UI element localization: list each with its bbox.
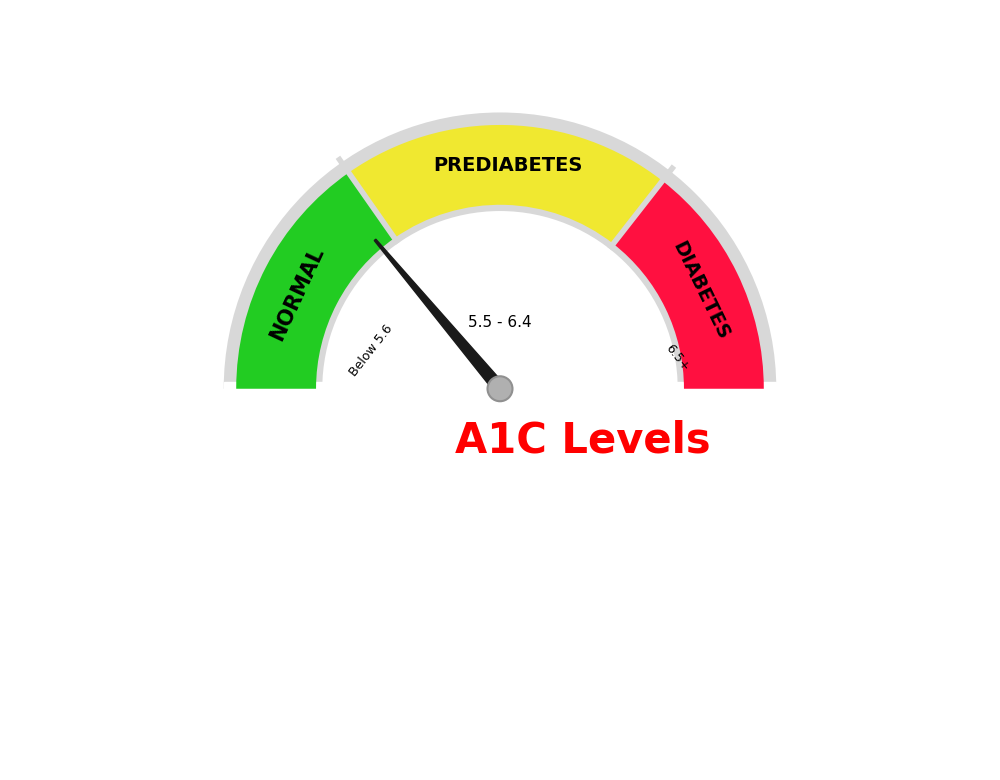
Text: Below 5.6: Below 5.6 bbox=[347, 322, 396, 379]
Polygon shape bbox=[374, 239, 505, 393]
Text: NORMAL: NORMAL bbox=[266, 244, 327, 344]
Text: VectorStock®: VectorStock® bbox=[30, 728, 155, 746]
Text: A1C Levels: A1C Levels bbox=[455, 420, 711, 462]
Text: DIABETES: DIABETES bbox=[669, 239, 733, 343]
Wedge shape bbox=[322, 211, 678, 388]
Wedge shape bbox=[349, 125, 662, 244]
Circle shape bbox=[488, 376, 512, 401]
Text: 6.5+: 6.5+ bbox=[663, 342, 692, 374]
Text: PREDIABETES: PREDIABETES bbox=[433, 156, 582, 175]
Wedge shape bbox=[224, 112, 776, 388]
Wedge shape bbox=[236, 172, 394, 388]
Text: VectorStock.com/50115162: VectorStock.com/50115162 bbox=[759, 729, 970, 745]
Text: 5.5 - 6.4: 5.5 - 6.4 bbox=[468, 315, 532, 330]
Bar bbox=[224, 382, 776, 445]
Wedge shape bbox=[613, 181, 764, 388]
